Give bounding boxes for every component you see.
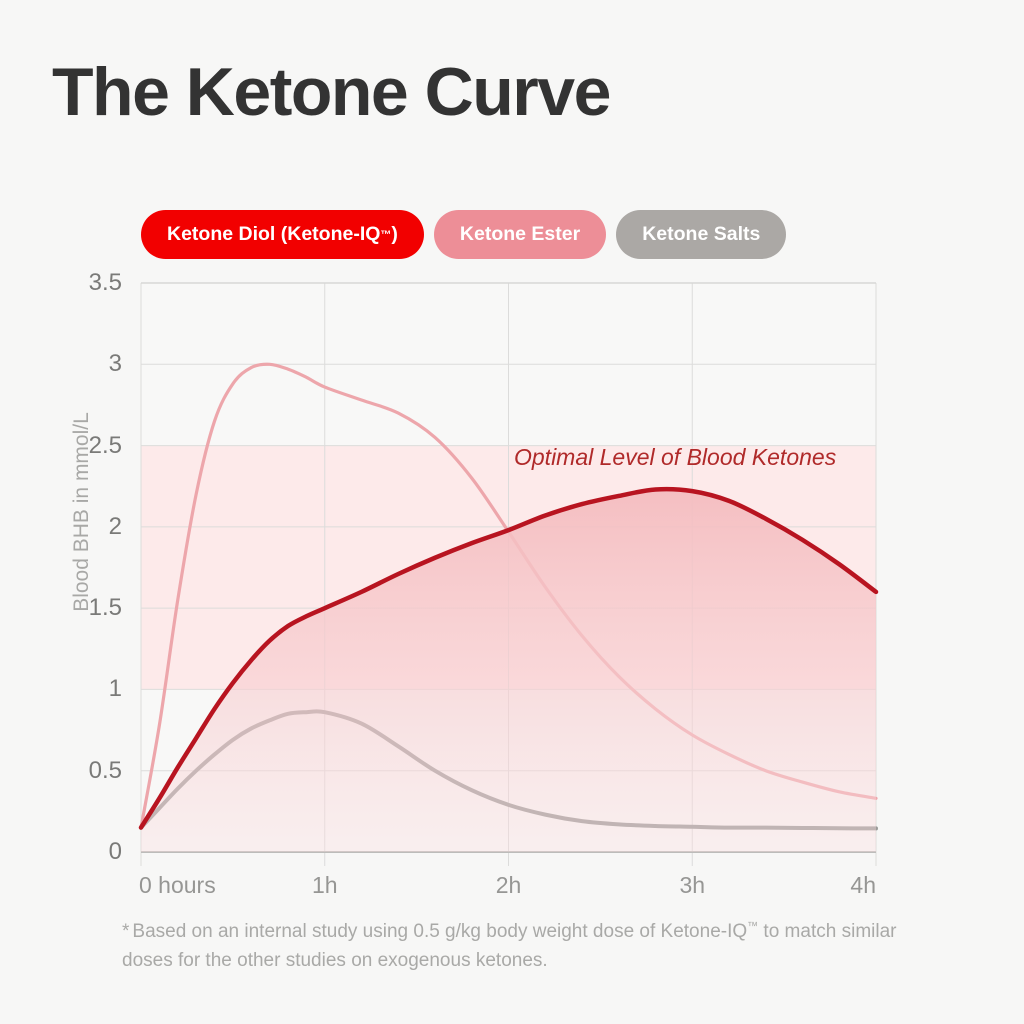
y-axis-ticks: 0 0.5 1 1.5 2 2.5 3 3.5 [52,0,122,1024]
series-area-ketone-diol [141,489,876,852]
trademark-icon: ™ [747,920,759,933]
legend-item-ketone-salts[interactable]: Ketone Salts [616,210,787,259]
x-axis-ticks: 0 hours 1h 2h 3h 4h [0,872,1024,912]
x-tick-label: 0 hours [139,872,216,898]
y-tick-label: 2.5 [88,431,122,459]
y-tick-label: 1 [108,675,122,703]
x-tick-label: 2h [495,872,522,898]
footnote-line-2: similar doses for the other studies on e… [122,921,897,971]
legend-item-label: Ketone Diol (Ketone-IQ [167,223,381,245]
y-tick-label: 3 [108,350,122,378]
footnote-asterisk: * [122,921,130,942]
legend-item-label: Ketone Salts [642,223,761,245]
page-title: The Ketone Curve [52,54,611,130]
y-tick-label: 0.5 [88,756,122,784]
optimal-band-annotation: Optimal Level of Blood Ketones [514,444,837,470]
legend-item-ketone-ester[interactable]: Ketone Ester [433,210,607,259]
trademark-icon: ™ [380,228,392,241]
legend-item-label-suffix: ) [391,223,398,245]
y-tick-label: 2 [108,512,122,540]
x-tick-label: 1h [311,872,338,898]
x-tick-label: 4h [850,872,876,898]
y-tick-label: 3.5 [88,269,122,296]
legend-item-label: Ketone Ester [459,223,581,245]
legend-item-ketone-diol[interactable]: Ketone Diol (Ketone-IQ ™) [141,210,424,259]
series-line-ketone-diol-ketone-iq [138,486,879,830]
footnote-line-1-end: to match [758,921,837,942]
footnote-line-1: Based on an internal study using 0.5 g/k… [132,921,748,942]
y-tick-label: 1.5 [88,594,122,622]
footnote: * Based on an internal study using 0.5 g/… [122,918,912,975]
y-tick-label: 0 [108,838,122,865]
x-tick-label: 3h [679,872,706,898]
chart-legend: Ketone Diol (Ketone-IQ ™) Ketone Ester Ke… [141,210,787,259]
